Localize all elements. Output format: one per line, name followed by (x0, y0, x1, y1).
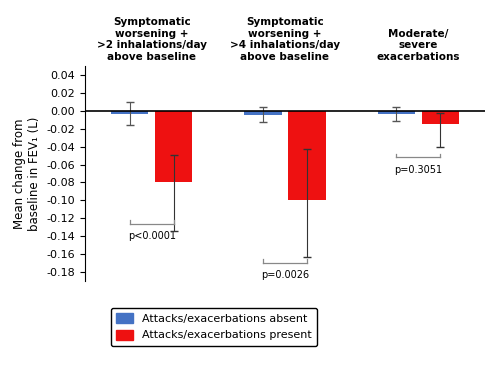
Text: p=0.0026: p=0.0026 (261, 270, 309, 280)
Legend: Attacks/exacerbations absent, Attacks/exacerbations present: Attacks/exacerbations absent, Attacks/ex… (110, 308, 317, 346)
Text: p=0.3051: p=0.3051 (394, 165, 442, 175)
Text: Symptomatic
worsening +
>4 inhalations/day
above baseline: Symptomatic worsening + >4 inhalations/d… (230, 17, 340, 62)
Bar (288, 111, 326, 200)
Y-axis label: Mean change from
baseline in FEV₁ (L): Mean change from baseline in FEV₁ (L) (13, 116, 41, 231)
Text: p<0.0001: p<0.0001 (128, 231, 176, 241)
Bar (111, 111, 148, 113)
Bar (244, 111, 282, 115)
Bar (422, 111, 459, 124)
Text: Moderate/
severe
exacerbations: Moderate/ severe exacerbations (376, 29, 460, 62)
Bar (155, 111, 192, 182)
Text: Symptomatic
worsening +
>2 inhalations/day
above baseline: Symptomatic worsening + >2 inhalations/d… (96, 17, 206, 62)
Bar (378, 111, 415, 113)
